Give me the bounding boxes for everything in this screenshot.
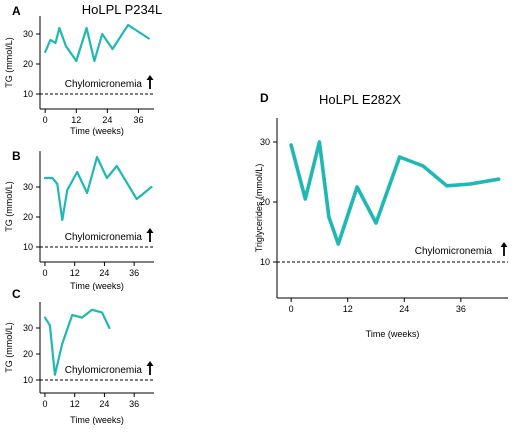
x-tick-label: 24 — [399, 304, 409, 314]
y-axis-label: TG (mmol/L) — [4, 181, 14, 232]
y-axis-label: Triglycerides (mmol/L) — [254, 164, 264, 253]
reference-label: Chylomicronemia — [415, 246, 493, 257]
reference-label: Chylomicronemia — [65, 365, 143, 376]
series-line — [43, 155, 153, 222]
y-axis-label: TG (mmol/L) — [4, 37, 14, 88]
series-line — [43, 308, 111, 376]
y-tick-label: 10 — [23, 242, 33, 252]
x-tick-label: 0 — [42, 268, 47, 278]
y-tick-label: 20 — [23, 349, 33, 359]
panel-letter: B — [12, 149, 21, 163]
x-tick-label: 0 — [289, 304, 294, 314]
y-tick-label: 30 — [260, 137, 270, 147]
up-arrow-head-icon — [500, 242, 508, 247]
panel-c: C 0 12 24 36 10 20 30 Time (weeks) TG (mmol/L) Chy… — [4, 287, 154, 425]
up-arrow-head-icon — [146, 228, 154, 233]
panel-letter: C — [12, 287, 21, 301]
x-tick-label: 36 — [133, 115, 143, 125]
x-tick-label: 36 — [129, 399, 139, 409]
y-axis-label: TG (mmol/L) — [4, 322, 14, 373]
y-tick-label: 10 — [260, 257, 270, 267]
series-line — [289, 140, 501, 246]
reference-label: Chylomicronemia — [65, 79, 143, 90]
x-tick-label: 24 — [99, 268, 109, 278]
reference-label: Chylomicronemia — [65, 232, 143, 243]
y-tick-label: 30 — [23, 323, 33, 333]
y-tick-label: 30 — [23, 182, 33, 192]
x-axis-label: Time (weeks) — [70, 126, 124, 136]
panel-title: HoLPL E282X — [319, 92, 401, 107]
y-tick-label: 10 — [23, 375, 33, 385]
x-tick-label: 24 — [102, 115, 112, 125]
up-arrow-head-icon — [146, 361, 154, 366]
panel-d: D HoLPL E282X 0 12 24 36 10 20 30 Time (weeks) Tri… — [254, 91, 508, 339]
x-tick-label: 0 — [42, 399, 47, 409]
panel-title: HoLPL P234L — [82, 2, 162, 17]
x-tick-label: 36 — [456, 304, 466, 314]
x-tick-label: 12 — [70, 399, 80, 409]
y-tick-label: 20 — [23, 212, 33, 222]
panel-letter: D — [260, 91, 269, 105]
panel-letter: A — [12, 4, 21, 18]
panel-b: B 0 12 24 36 10 20 30 Time (weeks) TG (mmol/L) Chy… — [4, 149, 154, 291]
y-tick-label: 20 — [23, 59, 33, 69]
y-tick-label: 20 — [260, 197, 270, 207]
y-tick-label: 10 — [23, 89, 33, 99]
x-axis-label: Time (weeks) — [70, 281, 124, 291]
x-tick-label: 12 — [71, 115, 81, 125]
y-tick-label: 30 — [23, 29, 33, 39]
up-arrow-head-icon — [146, 75, 154, 80]
x-tick-label: 24 — [99, 399, 109, 409]
x-tick-label: 12 — [343, 304, 353, 314]
x-axis-label: Time (weeks) — [70, 415, 124, 425]
x-tick-label: 12 — [70, 268, 80, 278]
series-line — [44, 23, 150, 63]
x-tick-label: 0 — [43, 115, 48, 125]
panel-a: A HoLPL P234L 0 12 24 36 10 20 30 Time (weeks) TG … — [4, 2, 162, 136]
x-tick-label: 36 — [129, 268, 139, 278]
x-axis-label: Time (weeks) — [366, 329, 420, 339]
